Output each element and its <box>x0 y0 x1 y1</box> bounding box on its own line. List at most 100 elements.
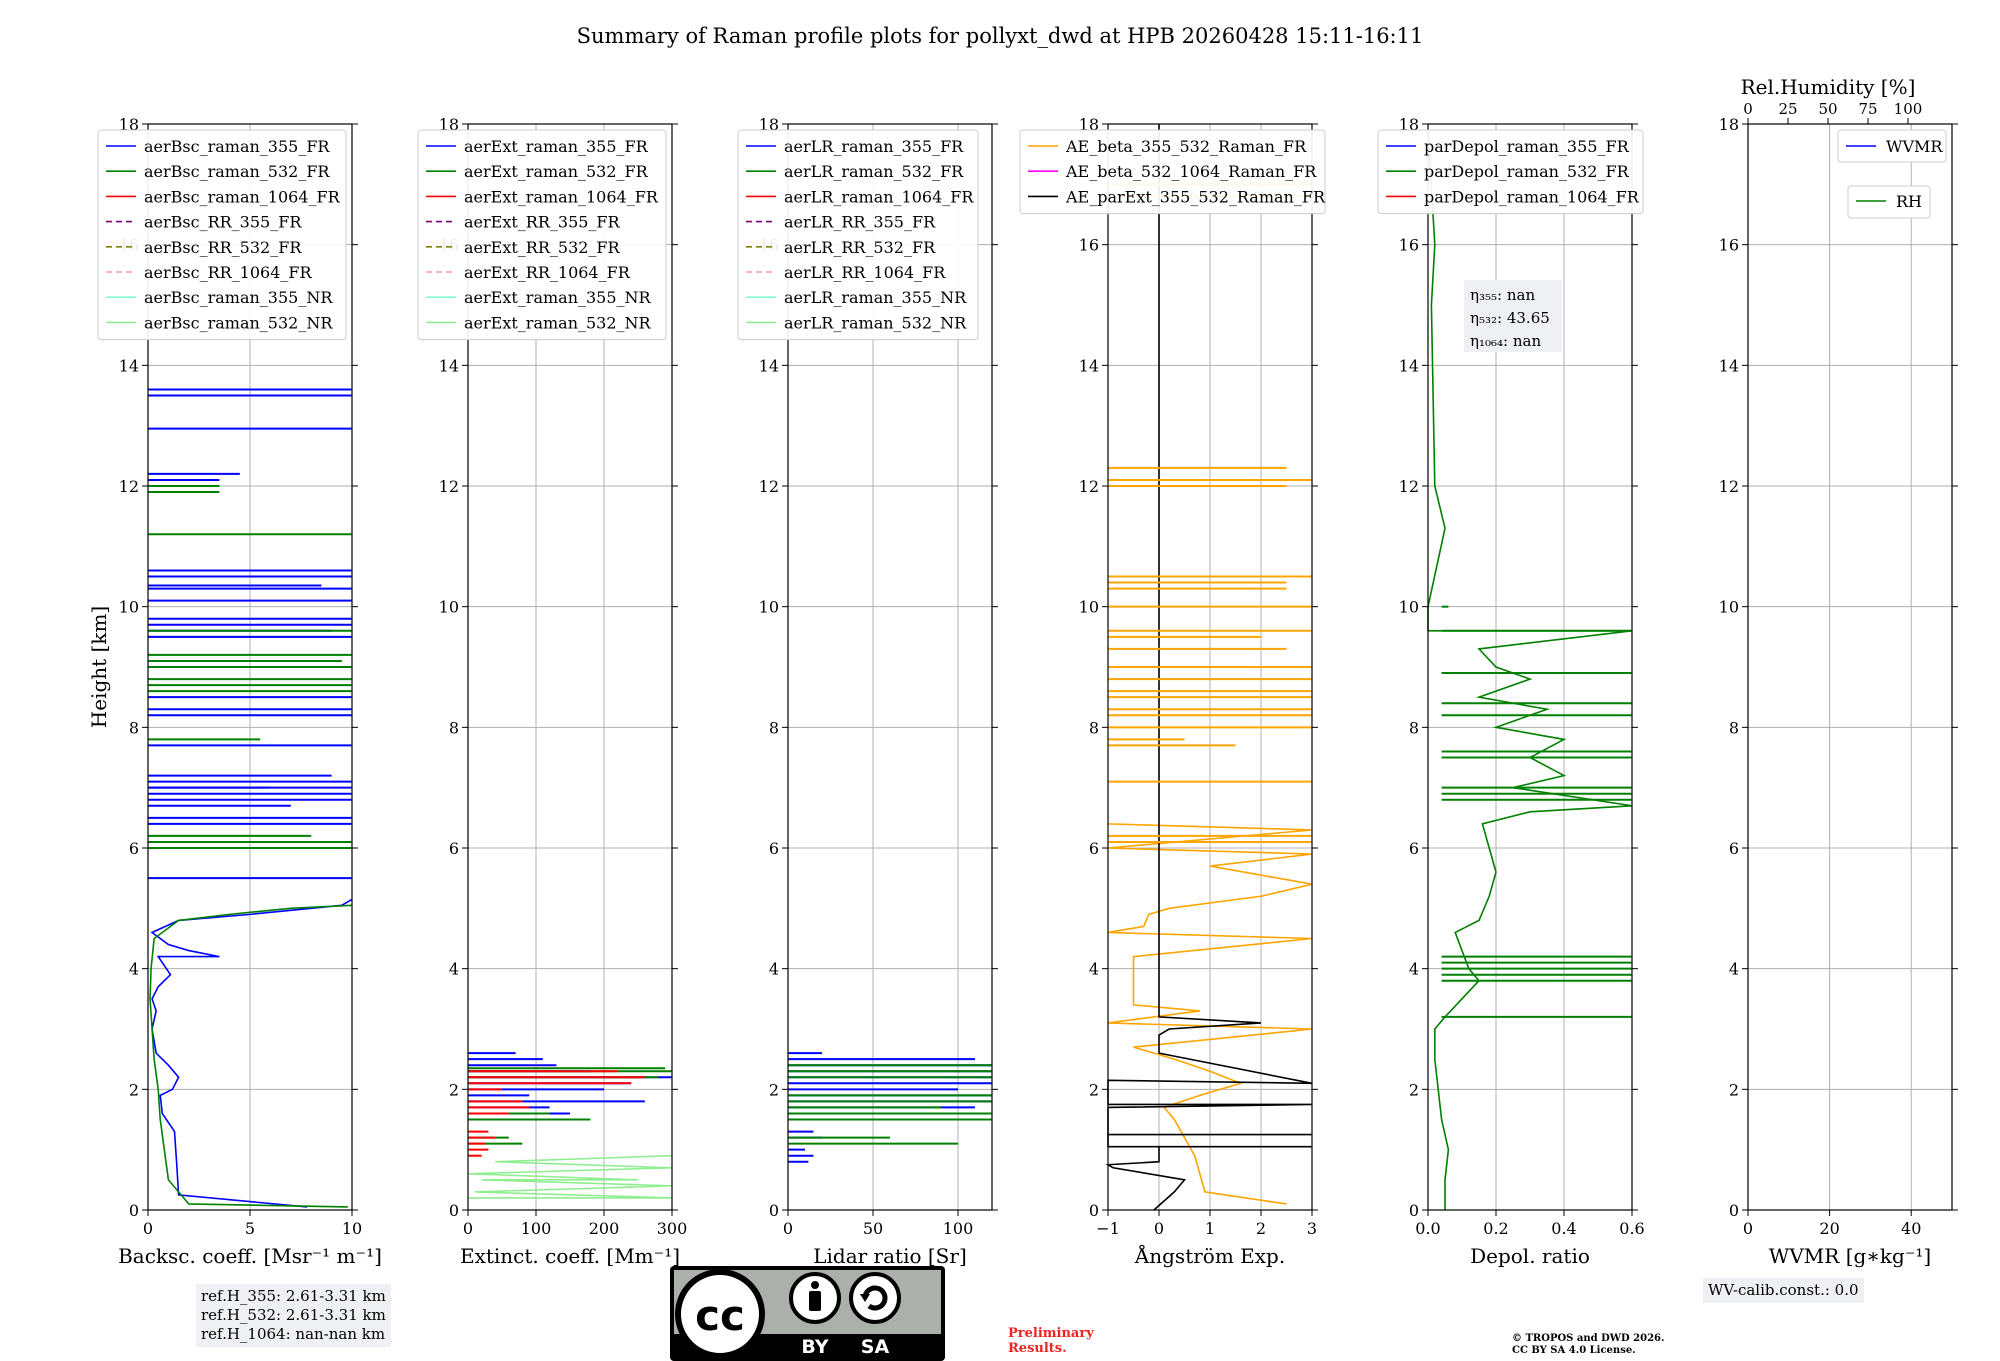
ref-h-355: ref.H_355: 2.61-3.31 km <box>201 1287 386 1305</box>
y-tick-label: 18 <box>1399 115 1419 134</box>
eta-box-background <box>1464 280 1562 352</box>
reference-height-box: ref.H_355: 2.61-3.31 km ref.H_532: 2.61-… <box>196 1284 391 1347</box>
x-tick-label: 0 <box>143 1219 153 1238</box>
legend-label: aerLR_RR_1064_FR <box>784 263 946 282</box>
x-tick-label: 0 <box>1743 1219 1753 1238</box>
axes-frame <box>1747 123 1953 1211</box>
x-tick-label: 3 <box>1307 1219 1317 1238</box>
legend: aerExt_raman_355_FR aerExt_raman_532_FRae… <box>417 129 667 341</box>
axes-frame <box>1427 123 1633 1211</box>
y-tick-label: 4 <box>1729 960 1739 979</box>
x-tick-label: 10 <box>342 1219 362 1238</box>
y-tick-label: 6 <box>1729 839 1739 858</box>
legend-label: parDepol_raman_355_FR <box>1424 137 1630 156</box>
y-tick-label: 2 <box>1409 1080 1419 1099</box>
legend-label: WVMR <box>1886 137 1943 156</box>
x2-tick-label: 50 <box>1818 100 1837 118</box>
y-tick-label: 4 <box>769 960 779 979</box>
legend-label: aerLR_raman_532_NR <box>784 313 967 332</box>
y-tick-label: 4 <box>129 960 139 979</box>
x2-tick-label: 25 <box>1778 100 1797 118</box>
y-tick-label: 14 <box>1399 356 1419 375</box>
y-tick-label: 8 <box>1409 718 1419 737</box>
y-tick-label: 2 <box>1089 1080 1099 1099</box>
y-tick-label: 12 <box>1399 477 1419 496</box>
legend-box <box>1847 185 1931 219</box>
cc-logo-icon: cc BY SA <box>672 1268 943 1359</box>
y-tick-label: 12 <box>439 477 459 496</box>
cc-license-badge: cc BY SA <box>670 1266 945 1361</box>
y-tick-label: 16 <box>1079 236 1099 255</box>
x-tick-label: 0 <box>463 1219 473 1238</box>
x-tick-label: 300 <box>657 1219 688 1238</box>
legend-box <box>97 129 347 341</box>
eta-box: η₃₅₅: nan η₅₃₂: 43.65 η₁₀₆₄: nan <box>1464 280 1562 352</box>
y-tick-label: 10 <box>119 598 139 617</box>
y-tick-label: 12 <box>1719 477 1739 496</box>
preliminary-line-1: Preliminary <box>1008 1326 1094 1341</box>
y-tick-label: 18 <box>439 115 459 134</box>
legend-label: parDepol_raman_1064_FR <box>1424 187 1640 206</box>
y-tick-label: 14 <box>1719 356 1739 375</box>
y-axis-label: Height [km] <box>87 606 111 728</box>
legend-label: aerBsc_raman_355_FR <box>144 137 330 156</box>
legend-label: aerExt_RR_532_FR <box>464 238 621 257</box>
legend-label: RH <box>1896 192 1922 211</box>
y-tick-label: 14 <box>119 356 139 375</box>
panel-backscatter: 0246810121416180510Backsc. coeff. [Msr⁻¹… <box>97 115 382 1268</box>
y-tick-label: 2 <box>769 1080 779 1099</box>
wv-calib-box: WV-calib.const.: 0.0 <box>1703 1278 1864 1303</box>
y-tick-label: 0 <box>1729 1201 1739 1220</box>
x-tick-label: 5 <box>245 1219 255 1238</box>
legend-label: aerBsc_RR_532_FR <box>144 238 302 257</box>
y-tick-label: 12 <box>119 477 139 496</box>
panel-lidar_ratio: 024681012141618050100Lidar ratio [Sr]aer… <box>737 115 998 1268</box>
legend: AE_beta_355_532_Raman_FR AE_beta_532_1064… <box>1019 129 1326 215</box>
svg-text:cc: cc <box>695 1291 745 1340</box>
legend-label: aerBsc_RR_1064_FR <box>144 263 313 282</box>
y-tick-label: 0 <box>769 1201 779 1220</box>
series-aerBsc_raman_532_FR <box>149 904 353 1208</box>
y-tick-label: 0 <box>449 1201 459 1220</box>
y-tick-label: 8 <box>1089 718 1099 737</box>
legend-box <box>1019 129 1326 215</box>
y-tick-label: 16 <box>1719 236 1739 255</box>
copyright-line-1: © TROPOS and DWD 2026. <box>1512 1333 1665 1344</box>
legend-label: aerLR_raman_355_NR <box>784 288 967 307</box>
x-tick-label: 0.2 <box>1483 1219 1508 1238</box>
y-tick-label: 8 <box>449 718 459 737</box>
y-tick-label: 6 <box>129 839 139 858</box>
copyright-line-2: CC BY SA 4.0 License. <box>1512 1345 1636 1356</box>
y-tick-label: 2 <box>449 1080 459 1099</box>
x2-axis-label: Rel.Humidity [%] <box>1741 75 1916 99</box>
legend: aerLR_raman_355_FR aerLR_raman_532_FR aerL… <box>737 129 979 341</box>
legend-label: aerExt_raman_532_FR <box>464 162 649 181</box>
y-tick-label: 6 <box>1409 839 1419 858</box>
y-tick-label: 16 <box>1399 236 1419 255</box>
panel-depol: 0 2 4 6 8 10 12 14 16 18 0.0 0.2 0.4 0.6 Depol. ratio p… <box>1377 115 1645 1268</box>
series-group <box>148 388 353 1208</box>
y-tick-label: 10 <box>1079 598 1099 617</box>
x-tick-label: 50 <box>863 1219 883 1238</box>
y-tick-label: 6 <box>769 839 779 858</box>
eta-line: η₁₀₆₄: nan <box>1470 332 1541 350</box>
y-tick-label: 18 <box>759 115 779 134</box>
x-tick-label: 0.0 <box>1415 1219 1440 1238</box>
x-tick-label: −1 <box>1096 1219 1120 1238</box>
x-tick-label: 0.4 <box>1551 1219 1576 1238</box>
x-tick-label: 40 <box>1901 1219 1921 1238</box>
x-tick-label: 100 <box>521 1219 552 1238</box>
legend-label: aerBsc_RR_355_FR <box>144 213 302 232</box>
x-axis-label: Ångström Exp. <box>1134 1243 1285 1268</box>
legend-label: aerBsc_raman_532_NR <box>144 313 333 332</box>
y-tick-label: 8 <box>129 718 139 737</box>
eta-line: η₅₃₂: 43.65 <box>1470 309 1550 327</box>
y-tick-label: 0 <box>1089 1201 1099 1220</box>
x-tick-label: 0.6 <box>1619 1219 1644 1238</box>
legend-label: aerExt_raman_532_NR <box>464 313 652 332</box>
legend-label: aerLR_raman_355_FR <box>784 137 964 156</box>
axes-frame <box>467 123 673 1211</box>
